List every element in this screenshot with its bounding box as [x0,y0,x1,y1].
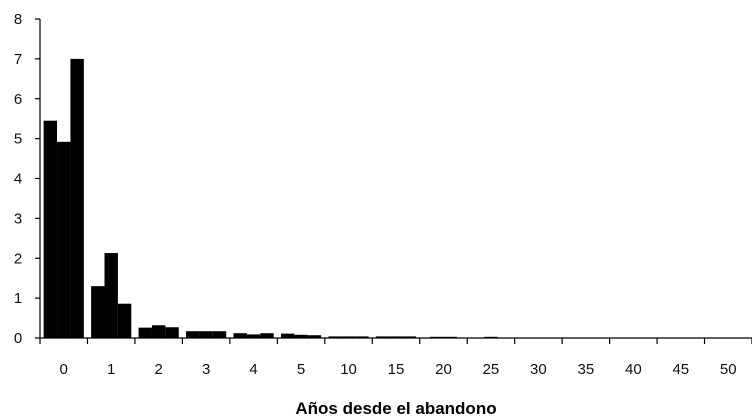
bar [341,336,356,338]
y-tick-labels: 0 1 2 3 4 5 6 7 8 [14,11,22,347]
x-tick-label: 30 [530,361,547,378]
y-tick-label: 7 [14,51,22,68]
bar [375,336,390,338]
y-tick-label: 1 [14,290,22,307]
x-tick-label: 45 [672,361,689,378]
x-tick-label: 50 [720,361,737,378]
bar [294,334,308,338]
bar [117,303,132,338]
x-tick-label: 2 [154,361,162,378]
bar [186,331,200,338]
bar [199,331,213,338]
bar [280,333,295,338]
bar [57,141,71,338]
bar [43,120,58,339]
bar [91,286,105,338]
bar [402,336,417,338]
x-tick-label: 3 [202,361,210,378]
bar [355,336,369,338]
y-tick-label: 8 [14,11,22,28]
x-tick-label: 25 [483,361,500,378]
bar [165,327,179,338]
y-tick-label: 4 [14,171,22,188]
x-tick-label: 1 [107,361,115,378]
x-tick-label: 4 [249,361,257,378]
y-tick-label: 0 [14,330,22,347]
bar [212,331,227,338]
axes-layer [35,18,752,344]
x-tick-label: 40 [625,361,642,378]
x-tick-label: 0 [60,361,68,378]
x-axis-title: Años desde el abandono [295,399,496,418]
y-tick-label: 5 [14,131,22,148]
bar [307,335,322,338]
bar [233,333,247,338]
y-tick-label: 6 [14,91,22,108]
bars-layer [43,58,498,339]
y-tick-label: 3 [14,210,22,227]
x-tick-labels: 0 1 2 3 4 5 10 15 20 25 30 35 40 45 50 [60,361,737,378]
bar [328,336,342,338]
x-tick-label: 35 [578,361,595,378]
x-tick-label: 10 [340,361,357,378]
bar [389,336,403,338]
y-tick-label: 2 [14,250,22,267]
bar [260,333,274,338]
bar [70,58,84,338]
bar [138,327,152,338]
bar [151,325,166,338]
x-tick-label: 20 [435,361,452,378]
bar [246,334,261,338]
x-tick-label: 5 [297,361,305,378]
x-tick-label: 15 [388,361,405,378]
bar [104,253,118,338]
